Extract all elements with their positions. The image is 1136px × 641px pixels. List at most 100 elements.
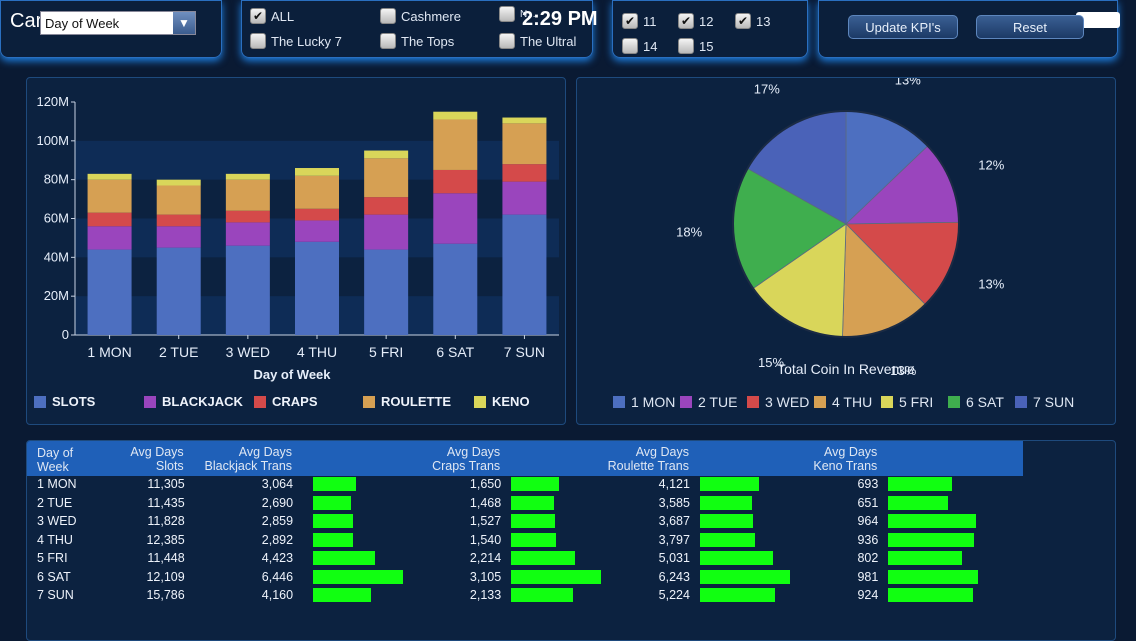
checkbox-label: Cashmere: [401, 8, 461, 24]
checkbox-icon: [678, 38, 694, 54]
bar-segment-keno[interactable]: [87, 173, 132, 180]
bar-segment-roulette[interactable]: [295, 175, 339, 209]
value-bar-blackjack: [313, 551, 376, 566]
bar-cell-roulette: [690, 494, 790, 513]
bar-segment-blackjack[interactable]: [502, 181, 547, 215]
header-spacer: [690, 443, 790, 475]
table-row[interactable]: 2 TUE 11,435 2,690 1,468 3,585 651: [27, 494, 1023, 513]
header-craps[interactable]: Avg Days Craps Trans: [403, 443, 501, 475]
cell-day: 6 SAT: [37, 569, 71, 584]
bar-segment-roulette[interactable]: [156, 185, 201, 215]
checkbox-game-ultral[interactable]: The Ultral: [499, 33, 576, 49]
bar-segment-craps[interactable]: [156, 214, 201, 227]
bar-segment-keno[interactable]: [156, 179, 201, 186]
bar-segment-blackjack[interactable]: [156, 226, 201, 248]
update-kpis-button[interactable]: Update KPI's: [848, 15, 958, 39]
bar-segment-slots[interactable]: [295, 241, 339, 335]
bar-segment-keno[interactable]: [433, 111, 478, 120]
bar-segment-keno[interactable]: [364, 150, 409, 159]
cell-roulette: 4,121: [658, 477, 690, 492]
legend-swatch: [881, 396, 893, 408]
bar-segment-keno[interactable]: [295, 168, 339, 176]
bar-segment-craps[interactable]: [502, 164, 547, 182]
bar-segment-craps[interactable]: [364, 197, 409, 215]
checkbox-number-15[interactable]: 15: [678, 38, 713, 54]
checkbox-label: N...: [520, 8, 536, 20]
y-tick-label: 0: [62, 327, 69, 342]
value-bar-roulette: [699, 514, 753, 529]
x-tick-label: 7 SUN: [504, 344, 545, 360]
bar-segment-slots[interactable]: [156, 247, 201, 335]
checkbox-icon: ✔: [250, 8, 266, 24]
header-slots[interactable]: Avg Days Slots: [104, 443, 185, 475]
reset-button[interactable]: Reset: [976, 15, 1084, 39]
chevron-down-icon[interactable]: ▼: [173, 12, 195, 34]
header-keno[interactable]: Avg Days Keno Trans: [790, 443, 878, 475]
bar-segment-slots[interactable]: [364, 249, 409, 335]
cell-spacer: [293, 531, 303, 550]
bar-segment-craps[interactable]: [433, 169, 478, 194]
cell-roulette: 5,224: [658, 588, 690, 603]
checkbox-number-12[interactable]: ✔ 12: [678, 13, 713, 29]
group-by-dropdown[interactable]: Day of Week ▼: [40, 11, 196, 35]
cell-craps: 3,105: [469, 569, 502, 584]
checkbox-icon: [380, 8, 396, 24]
checkbox-number-11[interactable]: ✔ 11: [622, 13, 657, 29]
bar-cell-blackjack: [303, 531, 403, 550]
pie-chart-panel: 13% 12% 13% 13% 15% 18% 17% Total Coin In Reven…: [576, 77, 1116, 425]
bar-segment-roulette[interactable]: [433, 119, 478, 170]
bar-cell-craps: [501, 512, 601, 531]
header-roulette-top: Avg Days: [635, 445, 689, 459]
checkbox-label: The Lucky 7: [271, 33, 342, 49]
cell-slots: 11,448: [147, 551, 185, 566]
value-bar-keno: [888, 495, 949, 510]
checkbox-game-cashmere[interactable]: Cashmere: [380, 8, 461, 24]
table-row[interactable]: 1 MON 11,305 3,064 1,650 4,121 693: [27, 475, 1023, 494]
bar-cell-craps: [501, 531, 601, 550]
cell-spacer: [293, 549, 303, 568]
cell-roulette: 5,031: [658, 551, 690, 566]
bar-segment-slots[interactable]: [225, 245, 270, 335]
x-tick-label: 1 MON: [87, 344, 131, 360]
bar-segment-blackjack[interactable]: [433, 193, 478, 244]
table-row[interactable]: 6 SAT 12,109 6,446 3,105 6,243 981: [27, 568, 1023, 587]
checkbox-label: 15: [699, 38, 714, 54]
bar-segment-blackjack[interactable]: [364, 214, 409, 250]
table-row[interactable]: 3 WED 11,828 2,859 1,527 3,687 964: [27, 512, 1023, 531]
header-blackjack[interactable]: Avg Days Blackjack Trans: [185, 443, 293, 475]
checkbox-number-13[interactable]: ✔ 13: [735, 13, 770, 29]
checkbox-game-all[interactable]: ✔ ALL: [250, 8, 294, 24]
bar-segment-roulette[interactable]: [502, 123, 547, 165]
bar-segment-craps[interactable]: [87, 212, 132, 227]
bar-segment-slots[interactable]: [502, 214, 547, 335]
legend-slots: SLOTS: [34, 394, 95, 409]
bar-segment-roulette[interactable]: [364, 158, 409, 198]
header-day[interactable]: Day of Week: [27, 443, 104, 475]
checkbox-number-14[interactable]: 14: [622, 38, 657, 54]
checkbox-game-tops[interactable]: The Tops: [380, 33, 454, 49]
bar-cell-craps: [501, 568, 602, 587]
table-row[interactable]: 7 SUN 15,786 4,160 2,133 5,224 924: [27, 586, 1023, 605]
bar-segment-craps[interactable]: [225, 210, 270, 223]
checkbox-game-n[interactable]: N...: [499, 6, 536, 22]
bar-segment-slots[interactable]: [87, 249, 132, 335]
value-bar-craps: [511, 532, 557, 547]
header-roulette[interactable]: Avg Days Roulette Trans: [601, 443, 690, 475]
table-row[interactable]: 5 FRI 11,448 4,423 2,214 5,031 802: [27, 549, 1023, 568]
bar-segment-blackjack[interactable]: [225, 222, 270, 246]
bar-segment-slots[interactable]: [433, 243, 478, 335]
x-axis-label: Day of Week: [253, 367, 331, 382]
checkbox-game-lucky-7[interactable]: The Lucky 7: [250, 33, 342, 49]
bar-segment-craps[interactable]: [295, 208, 339, 221]
bar-segment-keno[interactable]: [225, 173, 270, 180]
bar-cell-blackjack: [303, 568, 404, 587]
bar-chart-panel: 0 20M 40M 60M 80M 100M 120M 1 MON 2 TUE 3 WED 4 TH…: [26, 77, 566, 425]
bar-segment-roulette[interactable]: [225, 179, 270, 211]
bar-segment-roulette[interactable]: [87, 179, 132, 213]
x-tick-label: 5 FRI: [369, 344, 403, 360]
bar-segment-keno[interactable]: [502, 117, 547, 124]
table-row[interactable]: 4 THU 12,385 2,892 1,540 3,797 936: [27, 531, 1023, 550]
bar-segment-blackjack[interactable]: [87, 226, 132, 250]
checkbox-label: The Tops: [401, 33, 455, 49]
bar-segment-blackjack[interactable]: [295, 220, 339, 242]
